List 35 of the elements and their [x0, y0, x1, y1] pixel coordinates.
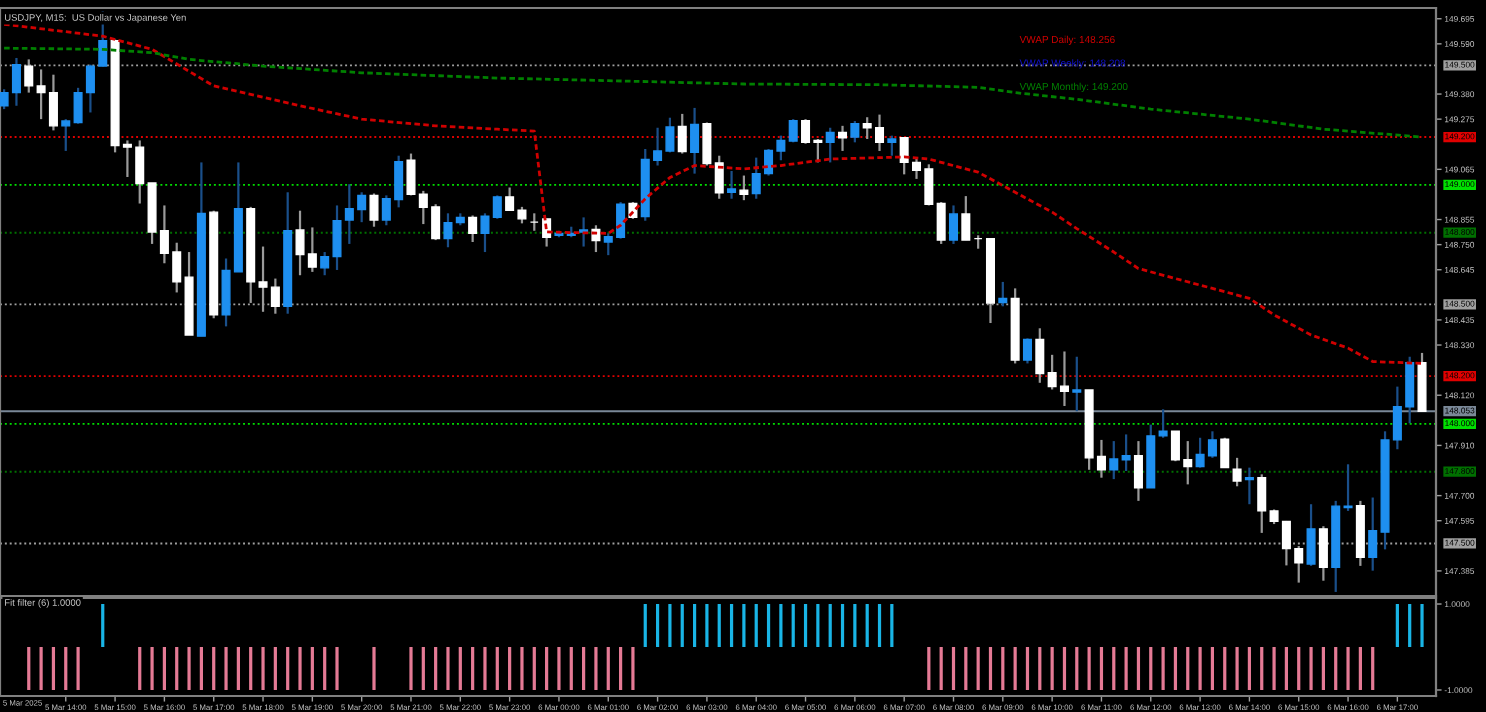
candlestick — [739, 174, 749, 202]
candlestick — [1072, 355, 1082, 413]
candlestick — [1244, 466, 1254, 506]
candlestick — [998, 280, 1008, 308]
candlestick — [850, 119, 860, 144]
candlestick — [1232, 456, 1242, 488]
candlestick — [1035, 327, 1045, 384]
candlestick — [948, 204, 959, 246]
candlestick — [480, 212, 490, 254]
candlestick — [1343, 463, 1353, 513]
candlestick — [1257, 473, 1267, 535]
candlestick — [1220, 436, 1230, 469]
candlestick — [677, 112, 687, 155]
candlestick — [825, 126, 835, 164]
candlestick — [838, 124, 848, 153]
candlestick — [702, 121, 712, 167]
candlestick — [727, 169, 737, 200]
candlestick — [1133, 440, 1143, 502]
candlestick — [1306, 503, 1316, 567]
candlestick — [1109, 440, 1119, 481]
candlestick — [887, 134, 897, 157]
candlestick — [714, 154, 724, 200]
candlestick — [579, 216, 589, 248]
candlestick — [690, 106, 700, 175]
candlestick — [443, 212, 453, 249]
candlestick — [1368, 496, 1378, 572]
candlestick — [961, 195, 971, 242]
candlestick — [1022, 337, 1032, 365]
candlestick — [468, 214, 478, 244]
candlestick — [936, 200, 946, 246]
candlestick — [1121, 433, 1131, 473]
candlestick — [369, 192, 379, 228]
candlestick — [492, 194, 502, 220]
candlestick — [61, 118, 71, 153]
candlestick — [1158, 408, 1168, 439]
